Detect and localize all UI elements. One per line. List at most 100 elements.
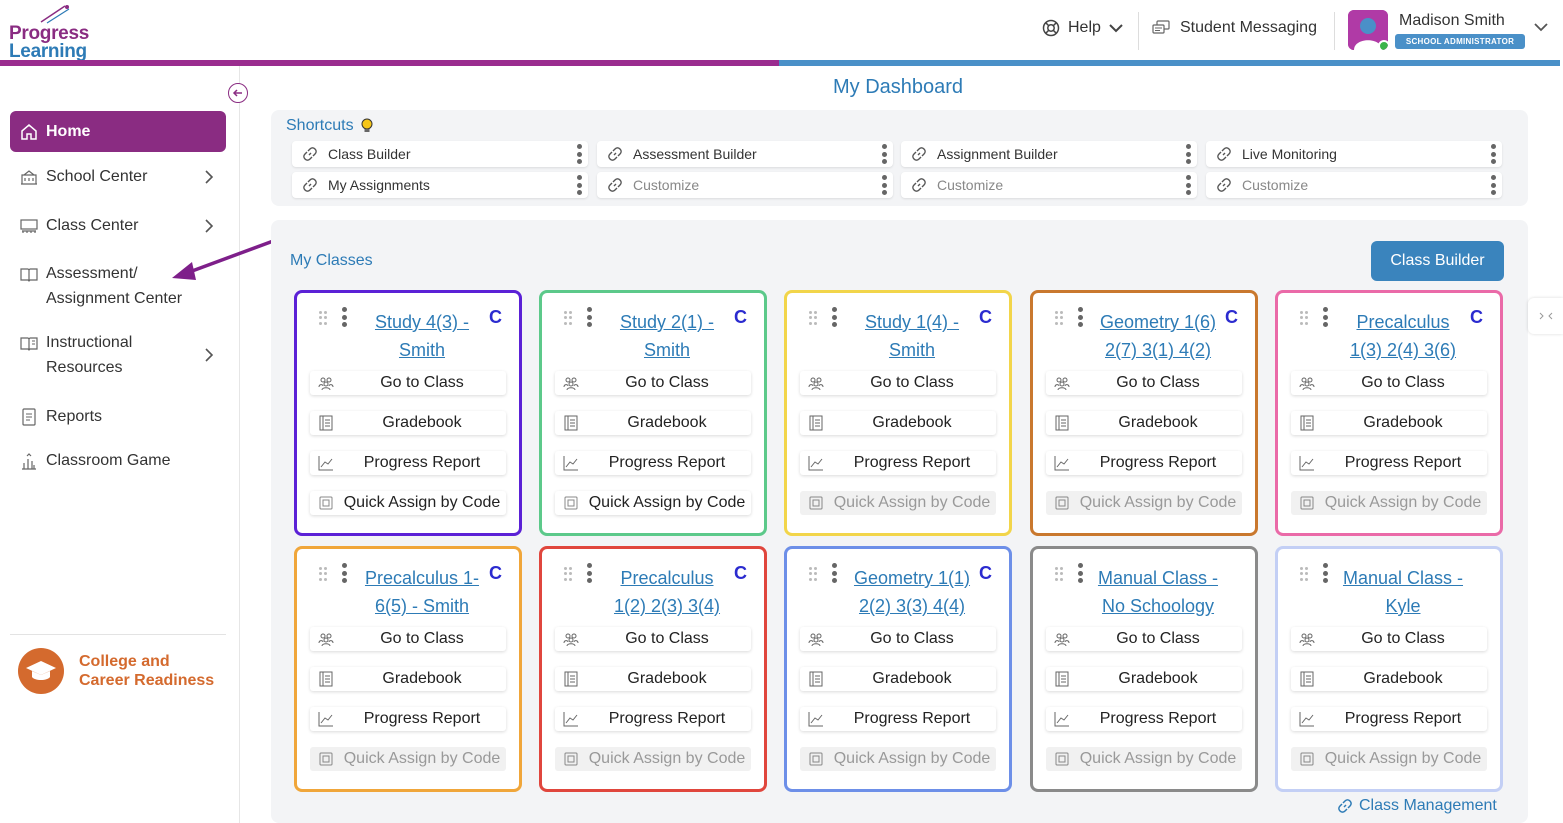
more-options-icon[interactable] <box>586 307 592 327</box>
avatar[interactable] <box>1348 10 1388 50</box>
drag-handle-icon[interactable] <box>809 311 817 325</box>
drag-handle-icon[interactable] <box>809 567 817 581</box>
gradebook-button[interactable]: Gradebook <box>800 411 996 435</box>
gradebook-button[interactable]: Gradebook <box>1291 411 1487 435</box>
class-builder-button[interactable]: Class Builder <box>1371 241 1504 281</box>
drag-handle-icon[interactable] <box>1055 567 1063 581</box>
progress-report-button[interactable]: Progress Report <box>555 451 751 475</box>
more-options-icon[interactable] <box>576 144 582 164</box>
class-title-link[interactable]: Study 1(4) - Smith <box>842 308 982 364</box>
more-options-icon[interactable] <box>1490 144 1496 164</box>
progress-learning-logo[interactable]: Progress Learning <box>9 4 99 61</box>
drag-handle-icon[interactable] <box>319 311 327 325</box>
go-to-class-button[interactable]: Go to Class <box>1291 371 1487 395</box>
more-options-icon[interactable] <box>341 563 347 583</box>
college-career-readiness-link[interactable]: College and Career Readiness <box>18 648 214 694</box>
gradebook-button[interactable]: Gradebook <box>1046 411 1242 435</box>
progress-report-button[interactable]: Progress Report <box>310 451 506 475</box>
class-title-link[interactable]: Manual Class - Kyle <box>1333 564 1473 620</box>
shortcut-item[interactable]: Customize <box>1206 172 1502 198</box>
quick-assign-button[interactable]: Quick Assign by Code <box>555 491 751 515</box>
class-management-link[interactable]: Class Management <box>1337 797 1497 815</box>
class-title-link[interactable]: Study 4(3) - Smith <box>352 308 492 364</box>
student-messaging-button[interactable]: Student Messaging <box>1152 19 1317 37</box>
more-options-icon[interactable] <box>1077 563 1083 583</box>
drag-handle-icon[interactable] <box>1300 311 1308 325</box>
progress-report-button[interactable]: Progress Report <box>1046 451 1242 475</box>
help-menu[interactable]: Help <box>1042 19 1123 37</box>
sidebar-item-school-center[interactable]: School Center <box>10 167 226 189</box>
more-options-icon[interactable] <box>1322 563 1328 583</box>
gradebook-button[interactable]: Gradebook <box>800 667 996 691</box>
more-options-icon[interactable] <box>586 563 592 583</box>
shortcut-item[interactable]: Customize <box>901 172 1197 198</box>
link-icon <box>303 178 317 192</box>
go-to-class-button[interactable]: Go to Class <box>800 627 996 651</box>
shortcut-item[interactable]: Assignment Builder <box>901 141 1197 167</box>
gradebook-button[interactable]: Gradebook <box>310 667 506 691</box>
side-panel-toggle[interactable] <box>1528 298 1563 334</box>
go-to-class-button[interactable]: Go to Class <box>555 371 751 395</box>
gradebook-button[interactable]: Gradebook <box>1046 667 1242 691</box>
go-to-class-button[interactable]: Go to Class <box>800 371 996 395</box>
go-to-class-button[interactable]: Go to Class <box>555 627 751 651</box>
more-options-icon[interactable] <box>1322 307 1328 327</box>
sidebar-item-instructional-resources[interactable]: Instructional Resources <box>10 333 226 380</box>
progress-report-button[interactable]: Progress Report <box>1046 707 1242 731</box>
more-options-icon[interactable] <box>831 563 837 583</box>
progress-report-button[interactable]: Progress Report <box>800 707 996 731</box>
gradebook-button[interactable]: Gradebook <box>1291 667 1487 691</box>
progress-report-button[interactable]: Progress Report <box>800 451 996 475</box>
sidebar-item-class-center[interactable]: Class Center <box>10 216 226 238</box>
shortcut-item[interactable]: Assessment Builder <box>597 141 893 167</box>
class-title-link[interactable]: Precalculus 1- 6(5) - Smith <box>352 564 492 620</box>
user-name[interactable]: Madison Smith <box>1399 12 1505 29</box>
class-title-link[interactable]: Study 2(1) - Smith <box>597 308 737 364</box>
shortcut-item[interactable]: Live Monitoring <box>1206 141 1502 167</box>
class-title-link[interactable]: Geometry 1(6) 2(7) 3(1) 4(2) <box>1088 308 1228 364</box>
drag-handle-icon[interactable] <box>1300 567 1308 581</box>
more-options-icon[interactable] <box>831 307 837 327</box>
shortcut-item[interactable]: Class Builder <box>292 141 588 167</box>
go-to-class-button[interactable]: Go to Class <box>1046 627 1242 651</box>
class-title-link[interactable]: Manual Class - No Schoology <box>1088 564 1228 620</box>
go-to-class-button[interactable]: Go to Class <box>1046 371 1242 395</box>
shortcut-item[interactable]: Customize <box>597 172 893 198</box>
drag-handle-icon[interactable] <box>1055 311 1063 325</box>
my-classes-heading: My Classes <box>290 252 373 269</box>
sidebar-collapse-button[interactable] <box>228 83 248 103</box>
go-to-class-button[interactable]: Go to Class <box>310 627 506 651</box>
gradebook-button[interactable]: Gradebook <box>555 411 751 435</box>
action-label: Quick Assign by Code <box>343 750 501 767</box>
more-options-icon[interactable] <box>576 175 582 195</box>
more-options-icon[interactable] <box>1490 175 1496 195</box>
drag-handle-icon[interactable] <box>564 567 572 581</box>
class-title-link[interactable]: Geometry 1(1) 2(2) 3(3) 4(4) <box>842 564 982 620</box>
sidebar-item-classroom-game[interactable]: Classroom Game <box>10 451 226 473</box>
shortcut-item[interactable]: My Assignments <box>292 172 588 198</box>
go-to-class-button[interactable]: Go to Class <box>1291 627 1487 651</box>
drag-handle-icon[interactable] <box>319 567 327 581</box>
action-label: Progress Report <box>1344 454 1462 471</box>
more-options-icon[interactable] <box>341 307 347 327</box>
more-options-icon[interactable] <box>1185 175 1191 195</box>
more-options-icon[interactable] <box>881 144 887 164</box>
progress-report-button[interactable]: Progress Report <box>310 707 506 731</box>
quick-assign-button[interactable]: Quick Assign by Code <box>310 491 506 515</box>
more-options-icon[interactable] <box>1077 307 1083 327</box>
user-menu-chevron-icon[interactable] <box>1534 22 1548 32</box>
drag-handle-icon[interactable] <box>564 311 572 325</box>
progress-report-button[interactable]: Progress Report <box>1291 707 1487 731</box>
more-options-icon[interactable] <box>1185 144 1191 164</box>
more-options-icon[interactable] <box>881 175 887 195</box>
class-title-link[interactable]: Precalculus 1(2) 2(3) 3(4) <box>597 564 737 620</box>
progress-report-button[interactable]: Progress Report <box>555 707 751 731</box>
sidebar-item-assessment-center[interactable]: Assessment/ Assignment Center <box>10 264 226 311</box>
sidebar-item-reports[interactable]: Reports <box>10 407 226 429</box>
gradebook-button[interactable]: Gradebook <box>310 411 506 435</box>
gradebook-button[interactable]: Gradebook <box>555 667 751 691</box>
go-to-class-button[interactable]: Go to Class <box>310 371 506 395</box>
progress-report-button[interactable]: Progress Report <box>1291 451 1487 475</box>
class-title-link[interactable]: Precalculus 1(3) 2(4) 3(6) <box>1333 308 1473 364</box>
sidebar-item-home[interactable]: Home <box>10 111 226 152</box>
